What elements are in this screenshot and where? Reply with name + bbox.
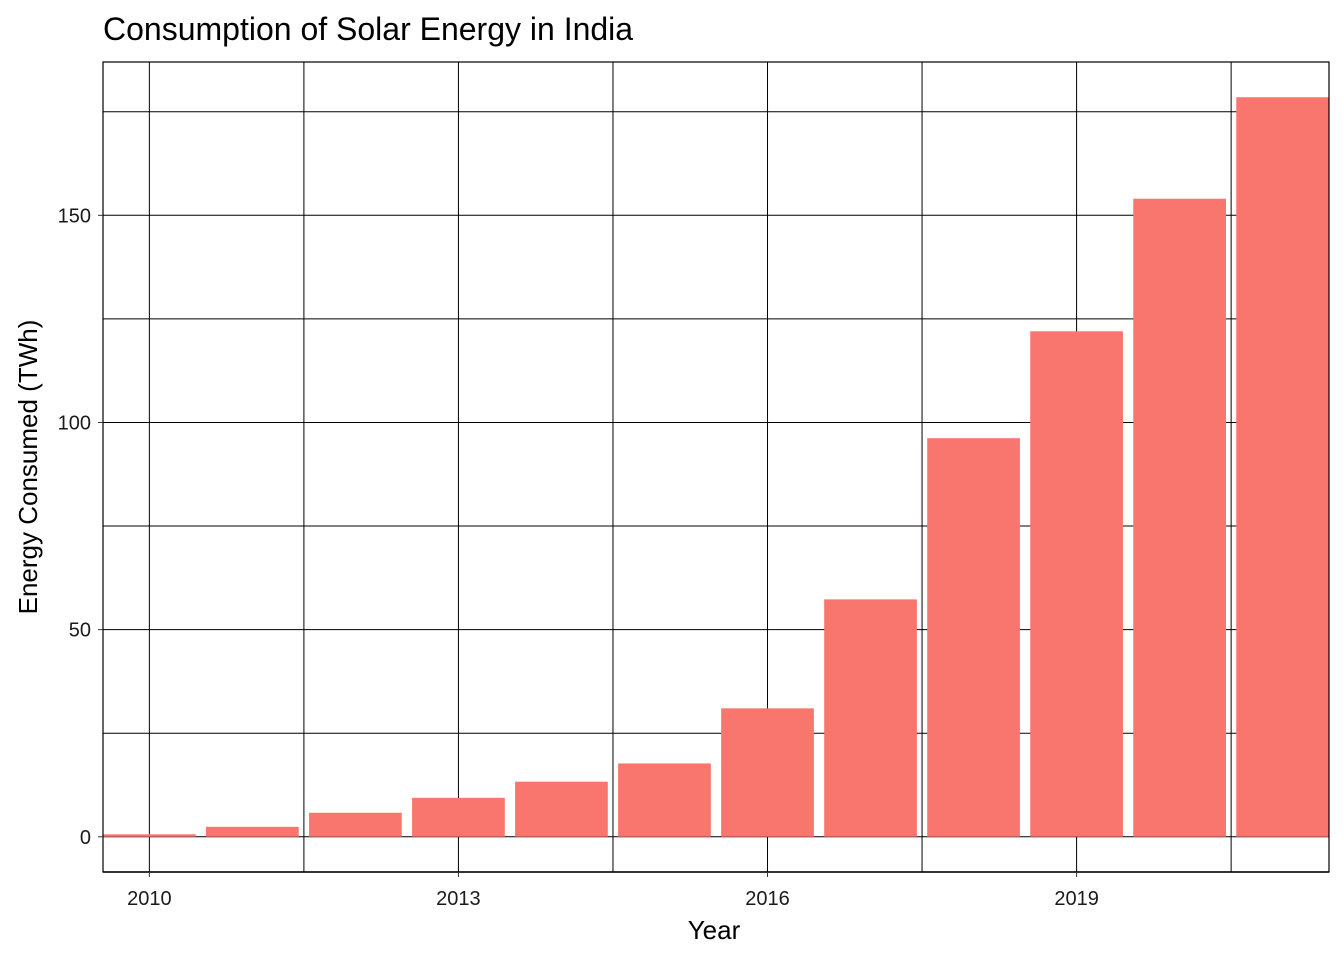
bars (103, 97, 1329, 837)
y-tick-label: 0 (80, 827, 91, 849)
bar-2014 (515, 781, 608, 837)
grid-lines (103, 62, 1329, 872)
y-axis-ticks: 0 50 100 150 (58, 205, 103, 849)
bar-2019 (1030, 331, 1123, 837)
x-tick-label: 2010 (127, 888, 172, 910)
x-tick-label: 2016 (745, 888, 790, 910)
chart-title: Consumption of Solar Energy in India (103, 11, 633, 47)
bar-2017 (824, 599, 917, 837)
bar-2021 (1236, 97, 1329, 837)
x-tick-label: 2013 (436, 888, 481, 910)
bar-2013 (412, 797, 505, 837)
y-tick-label: 150 (58, 205, 91, 227)
bar-2016 (721, 708, 814, 837)
y-axis-title: Energy Consumed (TWh) (13, 320, 43, 615)
bar-2020 (1133, 198, 1226, 837)
x-axis-ticks: 2010 2013 2016 2019 (127, 872, 1099, 910)
x-tick-label: 2019 (1054, 888, 1099, 910)
bar-2012 (309, 812, 402, 837)
y-tick-label: 50 (69, 620, 91, 642)
y-tick-label: 100 (58, 412, 91, 434)
bar-2011 (206, 826, 299, 837)
bar-2010 (103, 834, 196, 837)
bar-2018 (927, 438, 1020, 837)
bar-2015 (618, 763, 711, 837)
x-axis-title: Year (688, 915, 741, 945)
